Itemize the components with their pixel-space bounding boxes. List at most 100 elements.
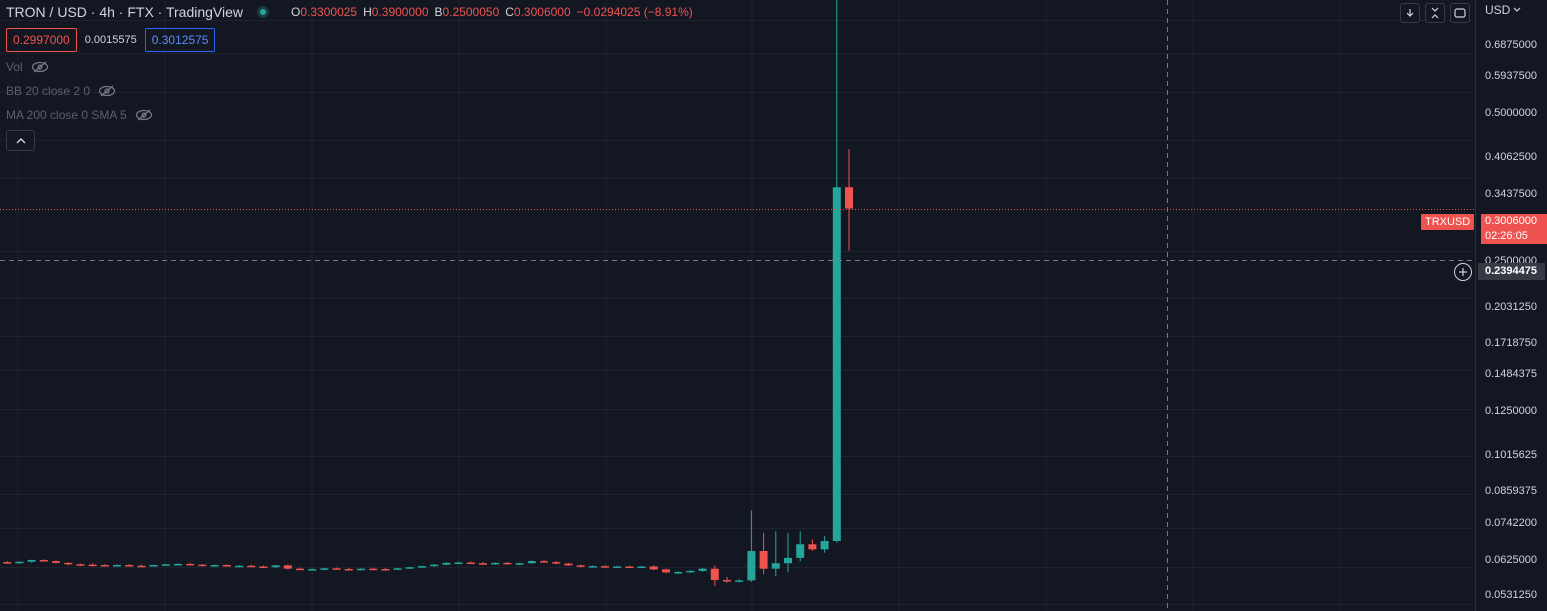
candle-body xyxy=(198,564,207,567)
chart-overlays xyxy=(0,0,1475,611)
symbol-title[interactable]: TRON / USD · 4h · FTX · TradingView xyxy=(6,4,244,20)
candle-body xyxy=(149,565,158,567)
candle-body xyxy=(674,572,683,574)
candle-body xyxy=(820,540,829,550)
candle-body xyxy=(344,569,353,571)
candle xyxy=(210,564,219,567)
candle xyxy=(76,563,85,566)
high-value: 0.3900000 xyxy=(371,5,429,19)
candle xyxy=(88,563,97,567)
candle-body xyxy=(125,565,134,567)
price-axis-label: 0.4062500 xyxy=(1485,151,1537,163)
candle-body xyxy=(515,563,524,565)
candle xyxy=(832,0,841,543)
candle xyxy=(491,562,500,566)
candle xyxy=(747,510,756,582)
indicator-ma[interactable]: MA 200 close 0 SMA 5 xyxy=(6,108,153,122)
candle xyxy=(235,565,243,568)
candle xyxy=(161,563,170,566)
candle xyxy=(3,561,12,564)
price-axis-label: 0.1015625 xyxy=(1485,449,1537,461)
candle-body xyxy=(15,561,24,564)
spread-value: 0.0015575 xyxy=(84,34,137,46)
candle xyxy=(674,571,683,574)
candle-body xyxy=(771,563,780,569)
candle-body xyxy=(808,544,817,550)
candle-body xyxy=(27,560,36,562)
market-status-icon[interactable] xyxy=(257,6,270,18)
close-value: 0.3006000 xyxy=(513,5,571,19)
candle-body xyxy=(210,565,219,567)
candle-body xyxy=(710,568,719,580)
candle xyxy=(332,567,341,570)
price-axis-label: 0.0859375 xyxy=(1485,485,1537,497)
add-alert-button[interactable] xyxy=(1454,263,1472,281)
eye-slash-icon[interactable] xyxy=(135,109,153,121)
candle-body xyxy=(369,568,378,571)
candle xyxy=(222,564,231,567)
candle xyxy=(296,567,304,571)
indicator-label: BB 20 close 2 0 xyxy=(6,84,91,98)
candle xyxy=(686,570,695,573)
candle-body xyxy=(174,563,182,566)
candle xyxy=(381,567,390,571)
collapse-legend-button[interactable] xyxy=(6,130,35,151)
candle-body xyxy=(723,579,731,582)
candle xyxy=(271,565,280,568)
candle-body xyxy=(479,563,487,565)
candle xyxy=(784,532,792,573)
candle xyxy=(369,567,378,571)
candle-body xyxy=(625,566,634,568)
candle-body xyxy=(393,568,402,570)
restore-chart-button[interactable] xyxy=(1450,3,1470,23)
eye-slash-icon[interactable] xyxy=(31,61,49,73)
candle-body xyxy=(222,565,231,567)
candle xyxy=(393,567,402,571)
candle-body xyxy=(161,564,170,566)
candle xyxy=(552,561,561,565)
candle-body xyxy=(527,561,536,564)
candle xyxy=(503,562,512,565)
candle xyxy=(576,564,585,568)
candle xyxy=(27,559,36,563)
eye-slash-icon[interactable] xyxy=(98,85,116,97)
candle-body xyxy=(259,566,268,568)
change-value: −0.0294025 (−8.91%) xyxy=(576,5,693,19)
last-price-value: 0.3006000 xyxy=(1485,215,1537,227)
candle xyxy=(649,565,658,571)
candle xyxy=(527,560,536,564)
indicator-bb[interactable]: BB 20 close 2 0 xyxy=(6,84,116,98)
candle xyxy=(430,563,439,567)
candle-body xyxy=(503,562,512,565)
bid-price-button[interactable]: 0.2997000 xyxy=(6,28,77,52)
candle xyxy=(479,562,487,565)
open-label: O xyxy=(291,5,301,19)
candle xyxy=(405,566,414,570)
candle xyxy=(735,579,744,583)
candle-body xyxy=(186,563,195,566)
candle-body xyxy=(100,565,109,567)
candle xyxy=(125,563,134,567)
candle xyxy=(52,560,60,564)
candle xyxy=(64,562,73,566)
ask-price-button[interactable]: 0.3012575 xyxy=(144,28,216,52)
scroll-to-latest-button[interactable] xyxy=(1400,3,1420,23)
candle-body xyxy=(601,566,609,568)
high-label: H xyxy=(363,5,372,19)
candle-body xyxy=(735,580,744,582)
bid-ask-row: 0.2997000 0.0015575 0.3012575 xyxy=(6,28,216,52)
indicator-vol[interactable]: Vol xyxy=(6,60,49,74)
collapse-chart-button[interactable] xyxy=(1425,3,1445,23)
candle-body xyxy=(296,568,304,571)
candle xyxy=(588,565,597,568)
candle xyxy=(418,565,426,568)
candle xyxy=(601,565,609,568)
candle xyxy=(564,562,573,566)
currency-selector[interactable]: USD xyxy=(1485,3,1521,17)
candle-body xyxy=(491,562,500,565)
candle-body xyxy=(832,187,841,541)
candle xyxy=(113,564,121,567)
candle-body xyxy=(308,569,317,571)
indicator-label: Vol xyxy=(6,60,23,74)
